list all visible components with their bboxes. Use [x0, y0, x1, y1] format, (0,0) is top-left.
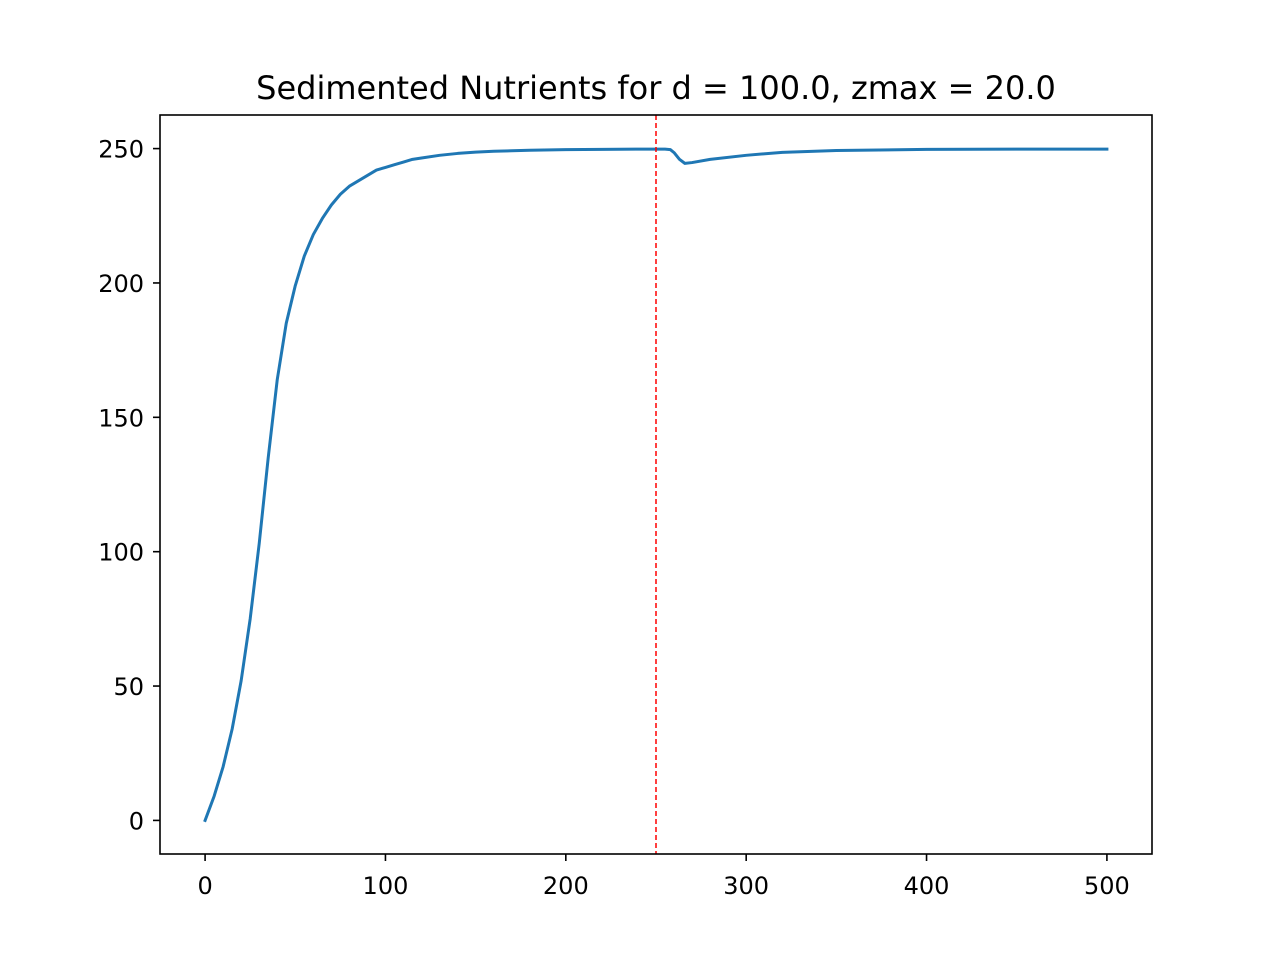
- x-tick-label: 400: [904, 872, 950, 900]
- plot-area: [159, 114, 1153, 855]
- y-tick-label: 0: [129, 807, 144, 835]
- x-tick-label: 200: [543, 872, 589, 900]
- y-tick-label: 50: [113, 673, 144, 701]
- x-tick-label: 100: [363, 872, 409, 900]
- x-tick-label: 500: [1084, 872, 1130, 900]
- x-tick-label: 300: [723, 872, 769, 900]
- y-tick-label: 250: [98, 136, 144, 164]
- y-tick-label: 150: [98, 404, 144, 432]
- chart-title: Sedimented Nutrients for d = 100.0, zmax…: [256, 69, 1056, 107]
- x-tick-label: 0: [197, 872, 212, 900]
- y-axis: 0 50 100 150 200 250: [98, 136, 160, 835]
- y-tick-label: 100: [98, 539, 144, 567]
- x-axis: 0 100 200 300 400 500: [197, 854, 1130, 900]
- axes-frame: [159, 114, 1153, 855]
- y-tick-label: 200: [98, 270, 144, 298]
- series-line-0: [203, 147, 1109, 823]
